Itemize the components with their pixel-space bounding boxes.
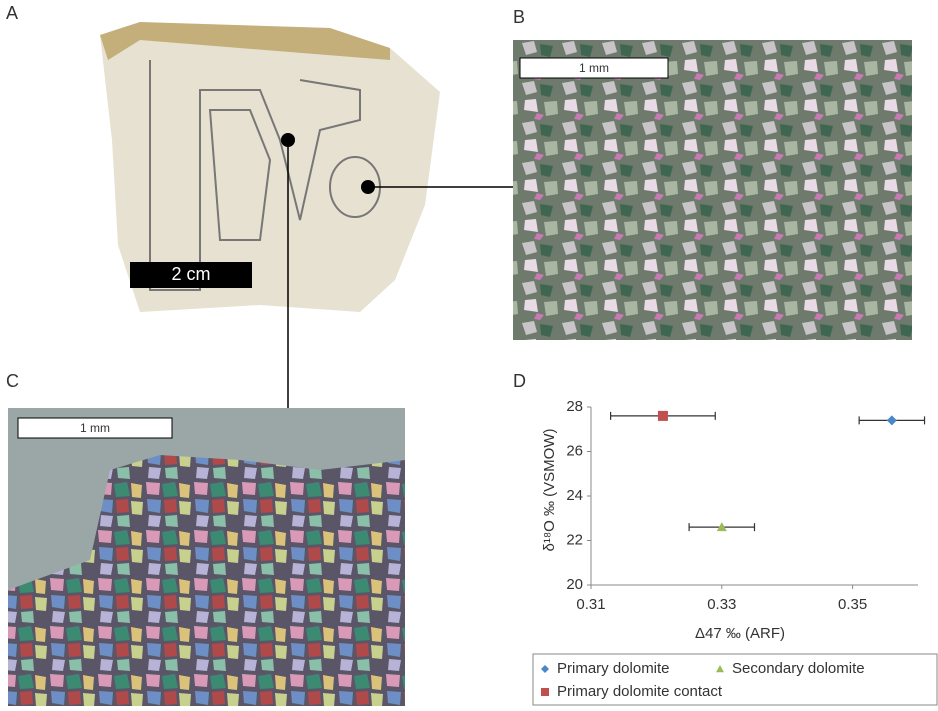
page: 2 cm 1 mm 1 mm A B C D Δ47 ‰ (ARF) δ¹⁸O …: [0, 0, 938, 711]
legend-label: Primary dolomite contact: [557, 683, 723, 700]
legend-marker: [541, 665, 549, 673]
thin-section-photo: [513, 40, 912, 340]
connector-dot: [281, 133, 295, 147]
panel-label: B: [513, 7, 525, 27]
x-tick-label: 0.31: [576, 596, 605, 613]
y-tick-label: 20: [566, 576, 583, 593]
data-point: [887, 415, 897, 425]
legend-marker: [716, 665, 724, 672]
data-point: [658, 411, 668, 421]
panel-label: C: [6, 371, 19, 391]
scale-label: 1 mm: [80, 421, 110, 435]
y-tick-label: 26: [566, 442, 583, 459]
panel-label: A: [6, 3, 18, 23]
y-tick-label: 28: [566, 398, 583, 415]
x-tick-label: 0.35: [838, 596, 867, 613]
y-tick-label: 24: [566, 487, 583, 504]
legend-label: Primary dolomite: [557, 660, 670, 677]
legend-marker: [541, 688, 549, 696]
y-axis-title: δ¹⁸O ‰ (VSMOW): [541, 428, 558, 551]
scale-label: 2 cm: [171, 264, 210, 284]
connector-dot: [361, 180, 375, 194]
y-tick-label: 22: [566, 531, 583, 548]
legend-label: Secondary dolomite: [732, 660, 865, 677]
x-axis-title: Δ47 ‰ (ARF): [695, 625, 785, 642]
figure: 2 cm 1 mm 1 mm A B C D Δ47 ‰ (ARF) δ¹⁸O …: [0, 0, 938, 706]
scale-label: 1 mm: [579, 61, 609, 75]
panel-label: D: [513, 371, 526, 391]
x-tick-label: 0.33: [707, 596, 736, 613]
